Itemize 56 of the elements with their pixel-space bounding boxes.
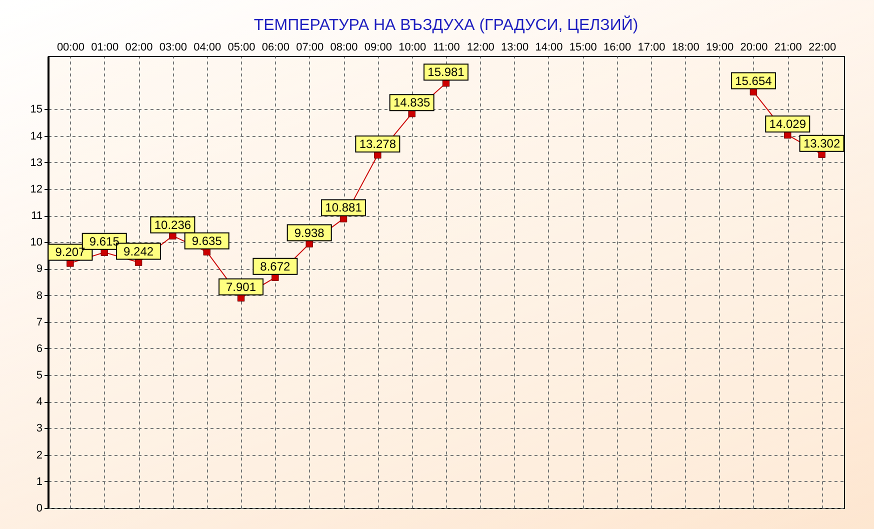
y-tick-label: 10: [30, 236, 42, 249]
x-tick-label: 12:00: [466, 42, 494, 54]
x-tick-label: 14:00: [535, 42, 563, 54]
y-tick-label: 15: [30, 104, 42, 116]
x-tick-label: 06:00: [262, 42, 290, 54]
y-tick-label: 1: [36, 476, 42, 488]
y-tick-label: 13: [30, 156, 42, 169]
y-tick-label: 0: [36, 502, 42, 514]
x-tick-label: 03:00: [159, 42, 187, 54]
data-label: 10.236: [154, 218, 192, 232]
data-label: 8.672: [260, 259, 291, 274]
x-tick-label: 08:00: [330, 42, 358, 54]
x-tick-label: 09:00: [364, 42, 392, 54]
x-tick-label: 19:00: [706, 42, 734, 54]
data-label: 9.207: [55, 245, 86, 260]
x-tick-label: 17:00: [638, 42, 666, 54]
point: [66, 260, 74, 267]
chart-title: ТЕМПЕРАТУРА НА ВЪЗДУХА (ГРАДУСИ, ЦЕЛЗИЙ): [254, 15, 638, 34]
x-tick-label: 04:00: [194, 42, 222, 54]
y-tick-label: 14: [30, 130, 42, 142]
data-label: 10.881: [325, 200, 362, 215]
y-tick-label: 4: [36, 396, 42, 408]
x-tick-label: 02:00: [125, 42, 153, 54]
data-label: 13.278: [359, 136, 396, 151]
x-tick-label: 15:00: [569, 42, 597, 54]
data-label: 15.654: [735, 74, 772, 88]
y-tick-label: 3: [36, 422, 42, 435]
data-label: 13.302: [803, 136, 840, 150]
x-tick-label: 13:00: [501, 42, 529, 54]
data-label: 7.901: [226, 280, 256, 294]
x-tick-label: 20:00: [740, 42, 768, 54]
data-label: 9.615: [89, 234, 120, 248]
y-tick-label: 8: [36, 290, 42, 302]
x-tick-label: 05:00: [228, 42, 256, 54]
data-label: 15.981: [428, 65, 465, 80]
x-tick-label: 00:00: [56, 42, 84, 54]
data-label: 9.635: [192, 234, 222, 248]
data-label: 9.938: [294, 226, 325, 240]
y-tick-label: 6: [36, 342, 42, 355]
y-tick-label: 9: [36, 263, 42, 276]
x-tick-label: 16:00: [604, 42, 632, 54]
x-tick-label: 07:00: [296, 42, 324, 54]
y-tick-label: 5: [36, 370, 42, 382]
y-tick-label: 11: [31, 210, 42, 222]
data-label: 14.835: [393, 96, 431, 110]
x-tick-label: 10:00: [398, 42, 426, 54]
x-tick-label: 11:00: [433, 42, 460, 54]
x-tick-label: 01:00: [91, 42, 119, 54]
x-tick-label: 18:00: [672, 42, 700, 54]
y-tick-label: 12: [30, 183, 42, 196]
y-tick-label: 7: [36, 316, 42, 328]
y-tick-label: 2: [36, 449, 42, 462]
x-tick-label: 21:00: [774, 42, 802, 54]
data-label: 9.242: [124, 244, 154, 258]
data-label: 14.029: [769, 116, 806, 131]
x-tick-label: 22:00: [808, 42, 836, 54]
